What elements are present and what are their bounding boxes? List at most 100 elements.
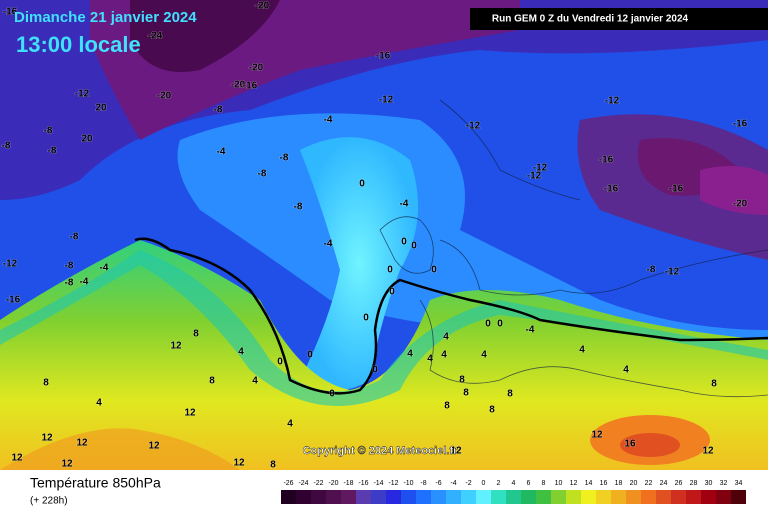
contour-label: 0 <box>307 350 313 361</box>
scale-label: -26 <box>283 480 293 487</box>
contour-label: 12 <box>76 438 88 449</box>
contour-label: 0 <box>277 357 283 368</box>
scale-label: -12 <box>388 480 398 487</box>
contour-label: 0 <box>431 265 437 276</box>
contour-label: 20 <box>95 103 107 114</box>
contour-label: 0 <box>485 319 491 330</box>
contour-label: 8 <box>270 460 276 471</box>
contour-label: -20 <box>231 80 246 91</box>
contour-label: 12 <box>11 453 23 464</box>
scale-label: 14 <box>585 480 593 487</box>
contour-label: -4 <box>217 147 226 158</box>
contour-label: 0 <box>359 179 365 190</box>
contour-label: 8 <box>489 405 495 416</box>
contour-label: -4 <box>324 239 333 250</box>
contour-label: -8 <box>2 141 11 152</box>
contour-label: -20 <box>255 1 270 12</box>
scale-label: -20 <box>328 480 338 487</box>
scale-swatch <box>656 490 671 504</box>
scale-label: -8 <box>420 480 426 487</box>
contour-label: 0 <box>387 265 393 276</box>
scale-label: 12 <box>570 480 578 487</box>
contour-label: 12 <box>702 446 714 457</box>
temperature-field <box>0 0 768 470</box>
scale-swatch <box>431 490 446 504</box>
contour-label: 4 <box>238 347 244 358</box>
contour-label: -20 <box>249 63 264 74</box>
contour-label: 4 <box>441 350 447 361</box>
scale-label: -22 <box>313 480 323 487</box>
contour-label: -20 <box>157 91 172 102</box>
contour-label: 8 <box>193 329 199 340</box>
contour-label: -8 <box>280 153 289 164</box>
contour-label: 4 <box>287 419 293 430</box>
scale-swatch <box>536 490 551 504</box>
contour-label: -4 <box>324 115 333 126</box>
scale-swatch <box>326 490 341 504</box>
scale-label: -10 <box>403 480 413 487</box>
scale-label: -2 <box>465 480 471 487</box>
scale-label: -16 <box>358 480 368 487</box>
contour-label: 12 <box>170 341 182 352</box>
contour-label: 4 <box>579 345 585 356</box>
contour-label: -20 <box>733 199 748 210</box>
contour-label: -8 <box>258 169 267 180</box>
scale-swatch <box>401 490 416 504</box>
contour-label: 4 <box>623 365 629 376</box>
contour-label: -4 <box>80 277 89 288</box>
contour-label: 4 <box>96 398 102 409</box>
contour-label: 8 <box>209 376 215 387</box>
scale-swatch <box>461 490 476 504</box>
contour-label: -4 <box>400 199 409 210</box>
scale-label: 22 <box>645 480 653 487</box>
contour-label: 12 <box>148 441 160 452</box>
contour-label: -12 <box>3 259 18 270</box>
contour-label: -16 <box>243 81 258 92</box>
legend-subtitle: (+ 228h) <box>30 496 68 507</box>
contour-label: 4 <box>252 376 258 387</box>
contour-label: -12 <box>665 267 680 278</box>
contour-label: -16 <box>604 184 619 195</box>
contour-label: 12 <box>184 408 196 419</box>
contour-label: 16 <box>624 439 636 450</box>
scale-label: -4 <box>450 480 456 487</box>
contour-label: -8 <box>647 265 656 276</box>
scale-swatch <box>386 490 401 504</box>
contour-label: 0 <box>372 365 378 376</box>
contour-label: 0 <box>497 319 503 330</box>
contour-label: -12 <box>527 171 542 182</box>
scale-label: -24 <box>298 480 308 487</box>
scale-swatch <box>671 490 686 504</box>
scale-label: 34 <box>735 480 743 487</box>
legend-title: Température 850hPa <box>30 475 161 491</box>
scale-label: 16 <box>600 480 608 487</box>
scale-swatch <box>311 490 326 504</box>
contour-label: 12 <box>41 433 53 444</box>
scale-label: 2 <box>497 480 501 487</box>
contour-label: -16 <box>733 119 748 130</box>
scale-swatch <box>716 490 731 504</box>
contour-label: 0 <box>389 287 395 298</box>
scale-swatch <box>491 490 506 504</box>
scale-label: -18 <box>343 480 353 487</box>
contour-label: -12 <box>379 95 394 106</box>
contour-label: 12 <box>591 430 603 441</box>
scale-swatch <box>581 490 596 504</box>
scale-label: 24 <box>660 480 668 487</box>
copyright: Copyright © 2024 Meteociel.fr <box>303 445 459 457</box>
scale-label: 8 <box>542 480 546 487</box>
scale-swatch <box>476 490 491 504</box>
scale-swatch <box>686 490 701 504</box>
contour-label: -16 <box>6 295 21 306</box>
contour-label: -16 <box>3 7 18 18</box>
contour-label: 8 <box>463 388 469 399</box>
scale-swatch <box>521 490 536 504</box>
scale-label: 30 <box>705 480 713 487</box>
scale-swatch <box>416 490 431 504</box>
scale-swatch <box>281 490 296 504</box>
contour-label: 0 <box>329 389 335 400</box>
scale-swatch <box>341 490 356 504</box>
contour-label: 4 <box>427 354 433 365</box>
